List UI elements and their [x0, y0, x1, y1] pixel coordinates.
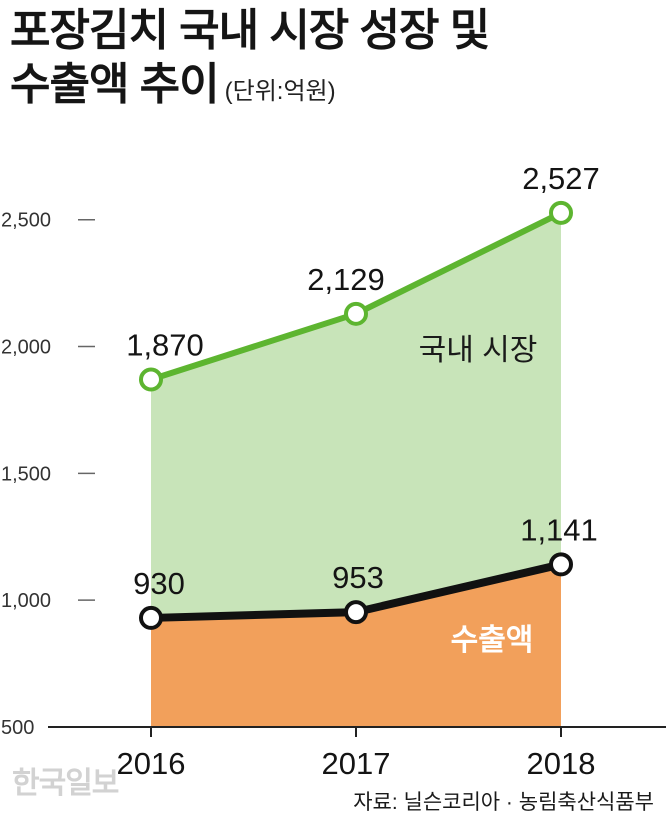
series-label-domestic-market: 국내 시장 — [419, 334, 538, 367]
chart-title-line-1: 포장김치 국내 시장 성장 및 — [10, 6, 490, 55]
data-point-marker — [344, 600, 368, 625]
data-point-marker — [549, 200, 573, 225]
x-tick-label: 2017 — [322, 746, 391, 781]
area-fill-series-1 — [151, 564, 561, 727]
y-tick-label: 2,000 — [1, 337, 51, 359]
publisher-watermark: 한국일보 — [12, 767, 119, 800]
unit-label: (단위:억원) — [224, 78, 336, 105]
data-value-label: 1,870 — [126, 328, 204, 363]
y-tick-label: 1,000 — [1, 590, 51, 612]
data-value-label: 930 — [133, 566, 185, 601]
axes: 500 1,000 1,500 2,000 2,500 2016 2017 2018 — [1, 210, 666, 781]
data-point-marker — [549, 552, 573, 577]
x-tick-label: 2016 — [117, 746, 186, 781]
data-value-label: 2,527 — [522, 161, 600, 196]
data-value-label: 953 — [332, 560, 384, 595]
data-point-marker — [139, 367, 163, 392]
series-label-exports: 수출액 — [451, 624, 534, 657]
data-value-label: 1,141 — [520, 512, 598, 547]
data-value-label: 2,129 — [307, 262, 385, 297]
chart-title-line-2: 수출액 추이 (단위:억원) — [10, 60, 336, 117]
data-point-marker — [139, 605, 163, 630]
value-labels: 1,870 2,129 2,527 930 953 1,141 — [126, 161, 600, 601]
area-fills — [151, 212, 561, 727]
chart-title-line-2-text: 수출액 추이 — [10, 60, 220, 109]
data-markers — [139, 200, 573, 630]
source-note: 자료: 닐슨코리아 · 농림축산식품부 — [353, 791, 654, 814]
y-tick-label: 500 — [1, 717, 34, 739]
y-tick-label: 1,500 — [1, 463, 51, 485]
x-tick-label: 2018 — [527, 746, 596, 781]
data-point-marker — [344, 301, 368, 326]
y-tick-label: 2,500 — [1, 210, 51, 232]
